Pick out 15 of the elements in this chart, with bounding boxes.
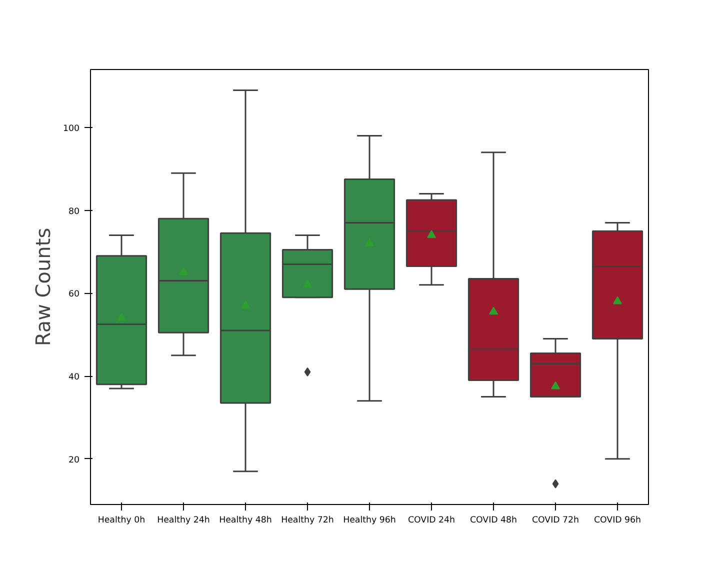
y-tick-label: 20: [68, 455, 80, 466]
y-tick-label: 80: [68, 206, 80, 217]
x-tick-label: Healthy 72h: [281, 516, 334, 526]
x-tick-label: COVID 24h: [408, 516, 456, 526]
x-tick-label: Healthy 0h: [98, 516, 146, 526]
x-tick-label: COVID 96h: [594, 516, 642, 526]
x-tick-label: Healthy 96h: [343, 516, 396, 526]
x-tick-label: Healthy 48h: [219, 516, 272, 526]
x-tick-label: COVID 48h: [470, 516, 518, 526]
y-axis-title: Raw Counts: [30, 228, 55, 346]
y-tick-label: 60: [68, 290, 80, 300]
y-tick-label: 40: [68, 372, 80, 383]
x-tick-label: Healthy 24h: [157, 516, 210, 526]
x-tick-label: COVID 72h: [532, 516, 580, 526]
y-tick-label: 100: [62, 124, 80, 134]
